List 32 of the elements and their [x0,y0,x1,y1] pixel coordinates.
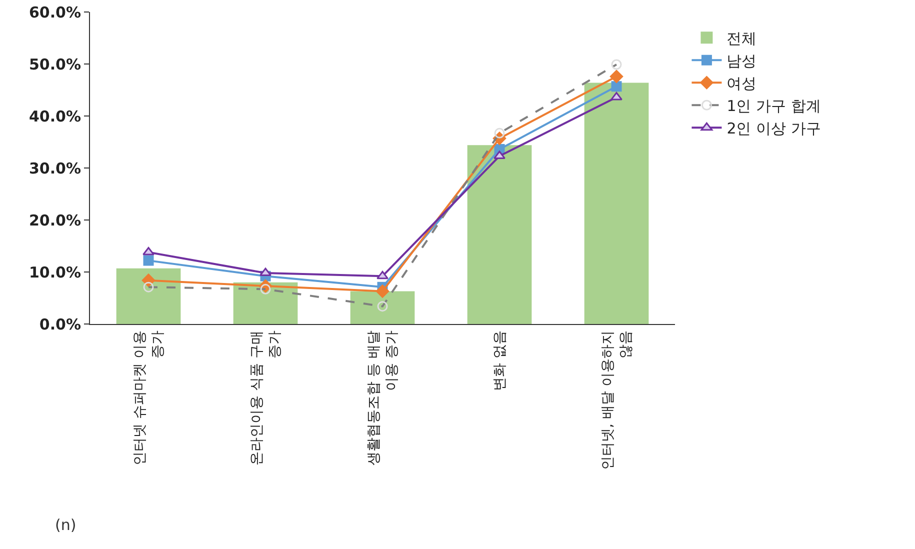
y-tick-label: 50.0% [28,55,81,74]
text: (n) [55,516,76,534]
bar [467,145,532,324]
bar [350,291,415,324]
point [376,270,388,280]
x-tick-label: 생활협동조합 등 배달 이용 증가 [366,330,400,466]
bar [584,82,649,324]
legend-label: 2인 이상 가구 [726,119,821,138]
x-tick-label: 인터넷, 배달 이용하지 않음 [600,330,634,470]
legend-label: 1인 가구 합계 [726,96,821,115]
legend-label: 남성 [726,52,757,70]
y-tick-label: 10.0% [28,263,81,282]
point [610,70,624,84]
x-tick-label: 온라인이용 식품 구매 증가 [248,330,284,466]
point [611,81,622,92]
point [142,246,154,256]
y-tick-label: 20.0% [28,211,81,230]
point [494,150,506,160]
point [376,284,390,298]
y-tick-label: 0.0% [39,315,81,334]
x-tick-label: 변화 없음 [492,330,508,392]
x-tick-label: 인터넷 슈퍼마켓 이용 증가 [132,330,166,466]
legend-label: 전체 [726,29,757,48]
y-tick-label: 60.0% [28,3,81,22]
point [260,268,272,276]
bar [116,268,181,324]
bar [233,282,298,324]
y-tick-label: 30.0% [28,159,81,178]
y-tick-label: 40.0% [28,107,81,126]
legend-label: 여성 [726,74,757,92]
point [143,255,154,266]
point [610,92,622,100]
